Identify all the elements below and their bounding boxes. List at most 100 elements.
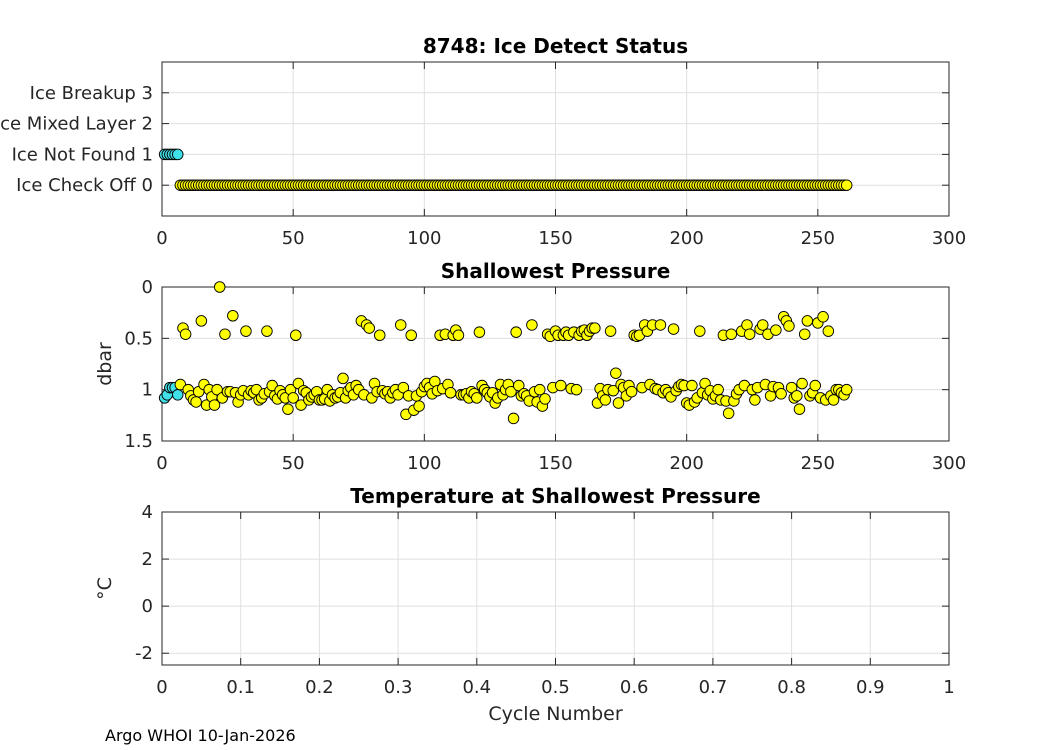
- x-tick-label: 100: [407, 228, 441, 249]
- data-point-yellow: [394, 319, 407, 331]
- x-tick-label: 0.2: [305, 677, 334, 698]
- x-tick-label: 100: [407, 453, 441, 474]
- data-point-yellow: [505, 385, 517, 398]
- data-point-yellow: [452, 329, 465, 342]
- x-axis-label: Cycle Number: [488, 703, 622, 725]
- data-point-yellow: [261, 325, 273, 337]
- data-point-yellow: [612, 397, 625, 409]
- x-tick-label: 0.8: [777, 677, 806, 698]
- y-tick-label: 0: [142, 277, 153, 298]
- data-point-yellow: [809, 379, 821, 392]
- chart-title: Shallowest Pressure: [441, 259, 671, 283]
- data-point-yellow: [219, 328, 231, 340]
- data-point-yellow: [817, 311, 829, 323]
- data-point-yellow: [822, 325, 835, 337]
- data-point-yellow: [791, 390, 803, 402]
- x-tick-label: 0: [156, 228, 167, 249]
- data-point-yellow: [539, 393, 551, 405]
- data-point-yellow: [599, 394, 612, 406]
- data-point-yellow: [722, 407, 735, 420]
- series-markers: [158, 148, 853, 191]
- y-tick-label: Ice Mixed Layer 2: [0, 114, 153, 135]
- data-point-cyan: [171, 389, 184, 401]
- x-tick-label: 0.1: [226, 677, 255, 698]
- axes-shallowest-pressure: 0 50 100 150 200 250 300 0 0.5 1 1.5 Shallowest Pre…: [94, 259, 966, 474]
- data-point-yellow: [227, 309, 239, 322]
- y-tick-label: 4: [142, 502, 153, 523]
- data-point-yellow: [526, 319, 538, 331]
- data-point-yellow: [373, 329, 386, 342]
- x-tick-label: 0: [156, 453, 167, 474]
- x-tick-label: 50: [282, 228, 305, 249]
- y-axis-label: °C: [94, 577, 116, 600]
- data-point-yellow: [796, 377, 808, 390]
- x-tick-label: 0.7: [699, 677, 728, 698]
- data-point-yellow: [654, 319, 667, 331]
- data-point-yellow: [290, 329, 302, 342]
- data-point-yellow: [801, 315, 814, 327]
- data-point-yellow: [694, 325, 706, 337]
- x-tick-label: 0.5: [541, 677, 570, 698]
- data-point-yellow: [240, 325, 252, 337]
- y-tick-label: 2: [142, 549, 153, 570]
- y-tick-label: 0: [142, 596, 153, 617]
- data-point-yellow: [413, 400, 425, 412]
- data-point-yellow: [208, 399, 221, 411]
- x-tick-label: 200: [669, 453, 703, 474]
- x-tick-label: 150: [538, 453, 572, 474]
- x-tick-label: 50: [282, 453, 305, 474]
- x-tick-label: 300: [932, 453, 966, 474]
- x-tick-label: 0.3: [384, 677, 413, 698]
- x-tick-label: 300: [932, 228, 966, 249]
- data-point-yellow: [625, 385, 638, 398]
- x-tick-label: 200: [669, 228, 703, 249]
- x-tick-label: 0.6: [620, 677, 649, 698]
- data-point-yellow: [363, 322, 375, 334]
- data-point-yellow: [195, 315, 208, 327]
- data-point-ice-not-found: [171, 148, 184, 161]
- data-point-yellow: [783, 320, 795, 332]
- data-point-yellow: [793, 403, 806, 415]
- data-point-yellow: [507, 412, 520, 425]
- data-point-yellow: [840, 383, 853, 396]
- y-axis-label: dbar: [94, 342, 116, 386]
- data-point-yellow: [282, 403, 294, 415]
- y-tick-label: Ice Breakup 3: [30, 83, 153, 104]
- y-tick-label: 1: [142, 380, 153, 401]
- data-point-yellow: [798, 328, 811, 340]
- data-point-yellow: [743, 328, 756, 340]
- chart-title: Temperature at Shallowest Pressure: [350, 484, 760, 508]
- data-point-yellow: [686, 379, 698, 392]
- data-point-yellow: [667, 323, 680, 335]
- x-tick-label: 1: [943, 677, 954, 698]
- data-point-yellow: [604, 325, 617, 337]
- x-tick-label: 0.4: [462, 677, 491, 698]
- data-point-yellow: [610, 367, 622, 379]
- y-tick-label: Ice Not Found 1: [12, 144, 153, 165]
- data-point-yellow: [213, 281, 226, 293]
- y-tick-label: -2: [135, 643, 153, 664]
- data-point-yellow: [405, 329, 417, 342]
- data-point-yellow: [473, 326, 486, 338]
- data-point-ice-check-off: [840, 179, 853, 191]
- data-point-yellow: [179, 328, 192, 340]
- y-tick-label: Ice Check Off 0: [16, 175, 153, 196]
- data-point-yellow: [534, 383, 546, 396]
- chart-title: 8748: Ice Detect Status: [423, 34, 688, 58]
- data-point-yellow: [756, 319, 769, 331]
- data-point-yellow: [397, 381, 410, 394]
- axes-ice-detect-status: 0 50 100 150 200 250 300 Ice Check Off 0 Ice Not…: [0, 34, 966, 249]
- series-markers: [158, 281, 853, 425]
- data-point-yellow: [510, 326, 522, 338]
- data-point-yellow: [570, 383, 583, 396]
- data-point-yellow: [190, 396, 202, 408]
- data-point-yellow: [749, 394, 761, 406]
- data-point-yellow: [712, 383, 724, 396]
- x-tick-label: 150: [538, 228, 572, 249]
- data-point-yellow: [589, 322, 601, 334]
- x-tick-label: 250: [801, 228, 835, 249]
- data-point-yellow: [725, 328, 738, 340]
- data-point-yellow: [444, 386, 457, 399]
- axes-temperature: 0 0.1 0.2 0.3 0.4 0.5 0.6 0.7 0.8 0.9 1-2024Temper…: [94, 484, 955, 725]
